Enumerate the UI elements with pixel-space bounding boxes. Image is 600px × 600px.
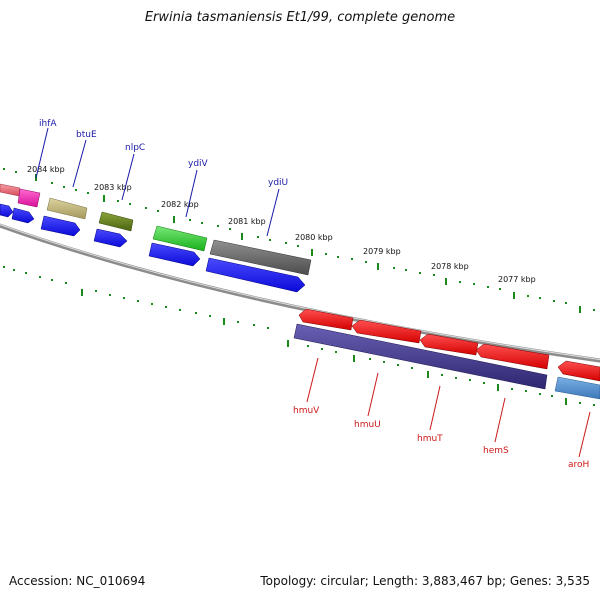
cds-arrow-aroH[interactable] [557, 360, 600, 382]
genome-backbone [0, 223, 600, 363]
gene-block-hmu-operon[interactable] [293, 323, 548, 390]
cds-arrow[interactable] [148, 242, 201, 267]
cds-arrow-hemS[interactable] [475, 343, 550, 370]
gene-label-hmuV[interactable]: hmuV [293, 406, 320, 416]
gene-leaders-bottom [306, 357, 591, 458]
feature-track-lower [293, 323, 600, 400]
gene-label-ydiV[interactable]: ydiV [188, 159, 209, 169]
gene-label-hemS[interactable]: hemS [483, 446, 509, 456]
cds-arrow-hmuT[interactable] [419, 333, 479, 356]
cds-track-reverse [298, 308, 600, 382]
gene-block-aroH[interactable] [554, 376, 600, 400]
scale-label: 2078 kbp [431, 262, 469, 271]
gene-block-ydiV[interactable] [152, 225, 208, 252]
cds-arrow-hmuV[interactable] [298, 308, 354, 331]
cds-arrow-hmuU[interactable] [351, 319, 422, 344]
map-title: Erwinia tasmaniensis Et1/99, complete ge… [144, 10, 456, 25]
genome-summary-text: Topology: circular; Length: 3,883,467 bp… [260, 574, 590, 588]
scale-labels: 2084 kbp 2083 kbp 2082 kbp 2081 kbp 2080… [27, 165, 536, 284]
gene-block-ihfA[interactable] [17, 188, 41, 208]
feature-track-upper [0, 183, 312, 276]
tick-row-top [3, 168, 595, 313]
tick-row-bottom [3, 266, 595, 406]
cds-arrow[interactable] [0, 203, 14, 218]
scale-label: 2083 kbp [94, 183, 132, 192]
gene-labels-top: ihfA btuE nlpC ydiV ydiU [39, 119, 288, 188]
scale-label: 2084 kbp [27, 165, 65, 174]
gene-label-btuE[interactable]: btuE [76, 130, 97, 140]
scale-label: 2081 kbp [228, 217, 266, 226]
cds-arrow[interactable] [40, 215, 81, 237]
gene-leaders-top [35, 127, 280, 237]
gene-label-ydiU[interactable]: ydiU [268, 178, 288, 188]
cds-arrow[interactable] [11, 207, 35, 224]
gene-label-aroH[interactable]: aroH [568, 460, 589, 470]
gene-labels-bottom: hmuV hmuU hmuT hemS aroH [293, 406, 589, 470]
gene-block-nlpC[interactable] [98, 211, 134, 232]
scale-label: 2077 kbp [498, 275, 536, 284]
gene-label-nlpC[interactable]: nlpC [125, 143, 145, 153]
scale-label: 2080 kbp [295, 233, 333, 242]
cds-track-forward [0, 203, 306, 293]
gene-label-hmuU[interactable]: hmuU [354, 420, 381, 430]
accession-text: Accession: NC_010694 [9, 574, 146, 588]
gene-label-ihfA[interactable]: ihfA [39, 119, 57, 129]
gene-block-ydiU[interactable] [209, 239, 312, 276]
scale-label: 2082 kbp [161, 200, 199, 209]
gene-label-hmuT[interactable]: hmuT [417, 434, 443, 444]
genome-backbone-highlight [0, 224, 600, 361]
cds-arrow[interactable] [205, 257, 306, 293]
gene-block[interactable] [0, 183, 21, 197]
scale-label: 2079 kbp [363, 247, 401, 256]
cds-arrow[interactable] [93, 228, 128, 248]
gene-block-btuE[interactable] [46, 197, 88, 220]
